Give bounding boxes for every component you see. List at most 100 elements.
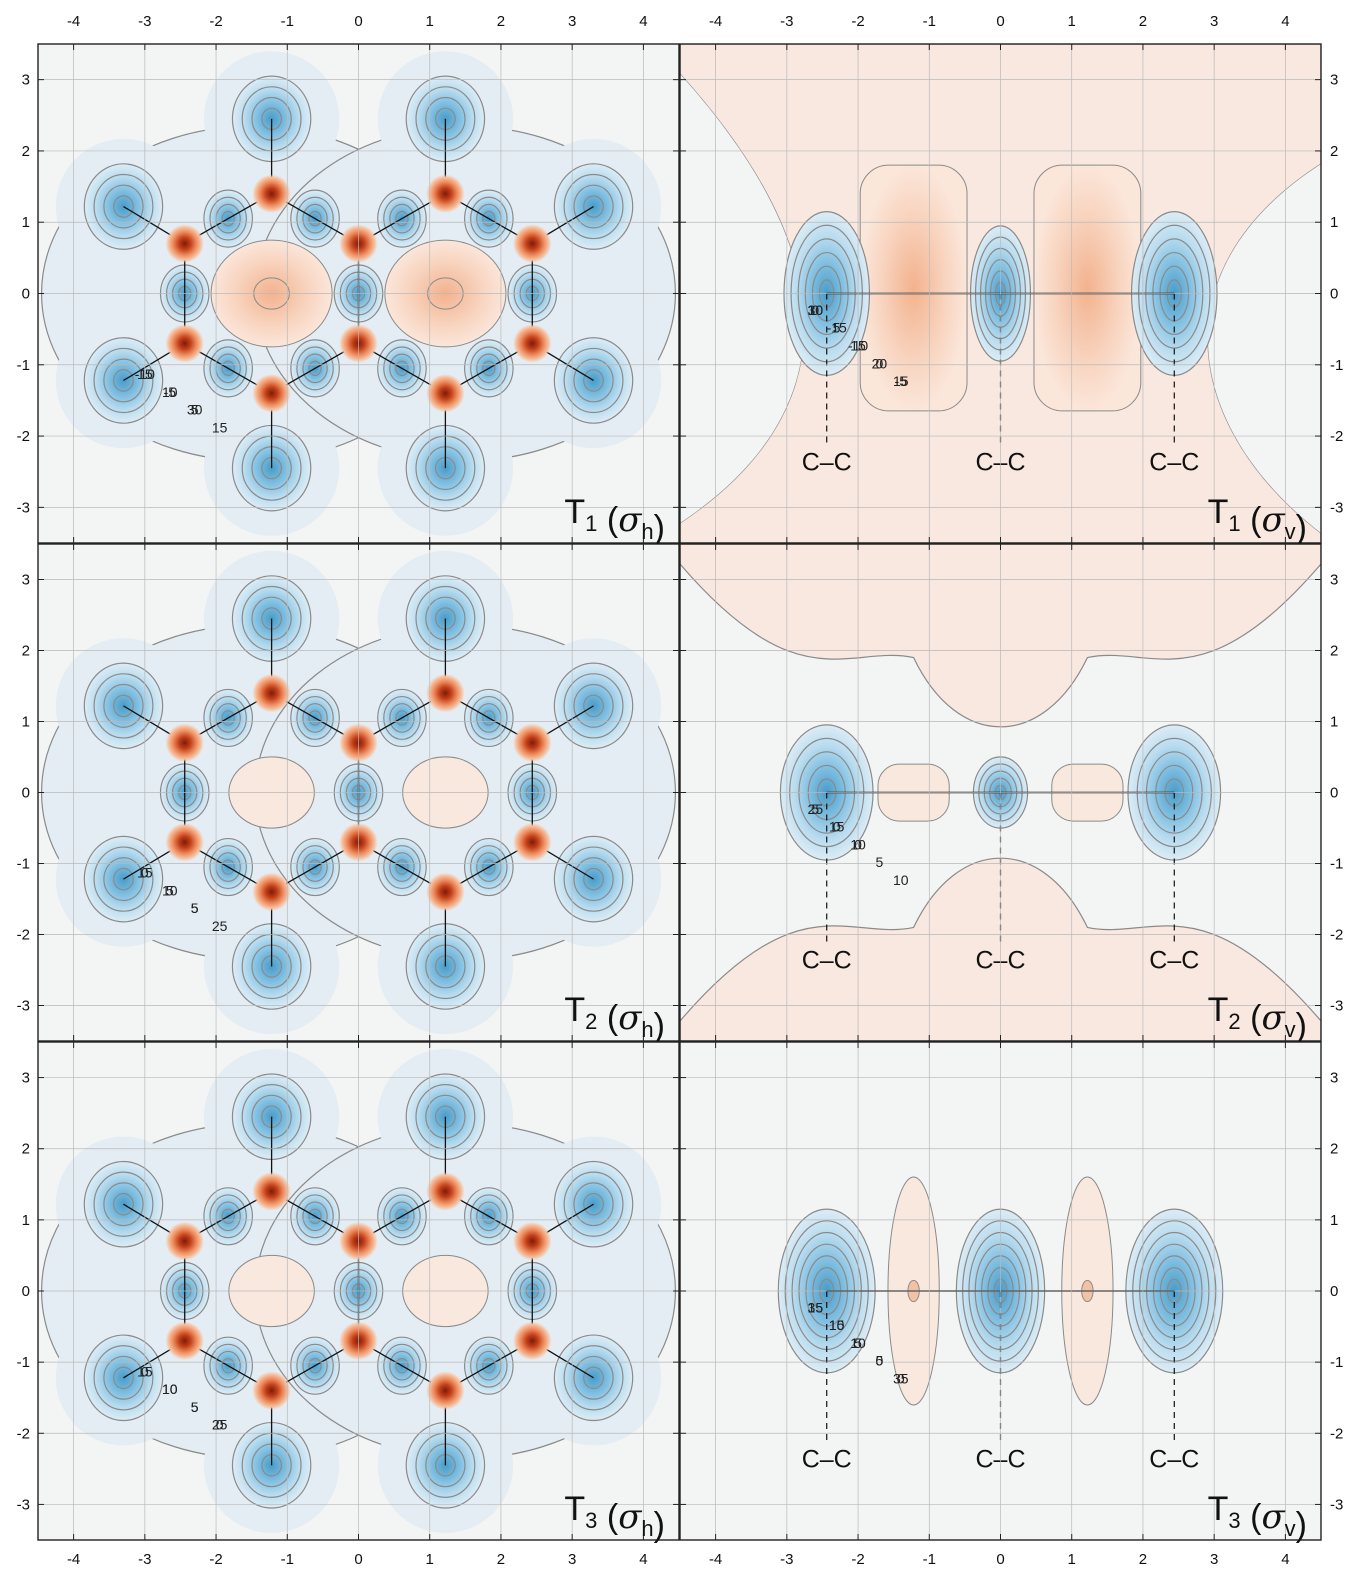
contour-line bbox=[113, 694, 134, 718]
bond-label: C–C bbox=[802, 947, 852, 975]
nucleus-core bbox=[426, 1172, 465, 1211]
contour-line bbox=[553, 662, 634, 750]
contour-line bbox=[290, 189, 340, 248]
contour-line bbox=[302, 1350, 328, 1381]
contour-label: 10 bbox=[162, 1381, 178, 1397]
nucleus-core bbox=[426, 1371, 465, 1410]
contour-line bbox=[583, 369, 604, 392]
panel-title-part: T bbox=[564, 1490, 585, 1528]
contour-label: 15 bbox=[137, 865, 153, 881]
contour-label: 10 bbox=[162, 1381, 178, 1397]
panel-title-part: h bbox=[641, 1017, 653, 1042]
panel-title-part: T bbox=[1208, 1490, 1229, 1528]
y-tick-label: 1 bbox=[22, 1212, 30, 1229]
x-tick-label: 2 bbox=[1139, 1551, 1147, 1568]
y-tick-label: 2 bbox=[1330, 143, 1338, 160]
x-tick-label: 0 bbox=[996, 1551, 1004, 1568]
y-tick-label: 3 bbox=[22, 72, 30, 89]
contour-line bbox=[464, 189, 514, 248]
panel-title-part: ) bbox=[654, 509, 665, 547]
contour-label: 35 bbox=[808, 1299, 824, 1315]
contour-line bbox=[290, 339, 340, 398]
contour-line bbox=[296, 695, 334, 740]
contour-line bbox=[389, 852, 415, 882]
nucleus-core bbox=[426, 174, 465, 213]
y-tick-label: -2 bbox=[17, 428, 30, 445]
y-tick-label: 2 bbox=[1330, 1141, 1338, 1158]
contour-label: -15 bbox=[827, 320, 847, 336]
x-tick-label: 0 bbox=[354, 1551, 362, 1568]
x-tick-label: 2 bbox=[497, 13, 505, 30]
contour-label: 0 bbox=[141, 865, 149, 881]
x-tick-label: -2 bbox=[209, 13, 222, 30]
contour-label: 5 bbox=[833, 320, 841, 336]
nucleus-core bbox=[165, 1321, 204, 1361]
panel-title-part: ( bbox=[1241, 999, 1262, 1037]
y-tick-label: -1 bbox=[1330, 856, 1343, 873]
contour-line bbox=[553, 1160, 634, 1248]
contour-label: 5 bbox=[191, 900, 199, 916]
contour-line bbox=[103, 358, 144, 403]
y-tick-label: -3 bbox=[1330, 998, 1343, 1015]
contour-line bbox=[470, 196, 508, 241]
y-tick-label: -3 bbox=[17, 1496, 30, 1513]
x-tick-label: 1 bbox=[426, 13, 434, 30]
contour-line bbox=[395, 1208, 409, 1225]
y-tick-label: -1 bbox=[17, 357, 30, 374]
contour-line bbox=[209, 346, 247, 391]
contour-line bbox=[221, 859, 235, 875]
contour-line bbox=[470, 1194, 508, 1239]
contour-label: 5 bbox=[811, 801, 819, 817]
x-tick-label: -4 bbox=[67, 13, 80, 30]
nucleus-core bbox=[252, 1371, 291, 1410]
grid bbox=[38, 44, 679, 543]
contour-label: 10 bbox=[829, 1317, 845, 1333]
panel-title-part: ) bbox=[1296, 1506, 1307, 1544]
contour-line bbox=[203, 1336, 253, 1395]
y-tick-label: 0 bbox=[1330, 1283, 1338, 1300]
contour-line bbox=[83, 337, 164, 424]
panel-title-part: v bbox=[1285, 1017, 1296, 1042]
contour-line bbox=[209, 196, 247, 241]
contour-line bbox=[389, 1201, 415, 1232]
grid bbox=[680, 544, 1321, 1041]
nucleus-core bbox=[513, 822, 552, 862]
contour-line bbox=[296, 196, 334, 241]
panel-title-part: ( bbox=[1241, 501, 1262, 539]
y-tick-label: 1 bbox=[22, 214, 30, 231]
x-tick-label: -3 bbox=[138, 13, 151, 30]
contour-label: 20 bbox=[872, 355, 888, 371]
contour-line bbox=[563, 846, 624, 912]
contour-label: 15 bbox=[808, 1299, 824, 1315]
bond-label: C–C bbox=[1149, 947, 1199, 975]
contour-line bbox=[113, 1192, 134, 1216]
y-tick-label: 2 bbox=[22, 143, 30, 160]
nucleus-core bbox=[513, 324, 552, 363]
contour-line bbox=[203, 339, 253, 398]
grid bbox=[38, 544, 679, 1041]
x-tick-label: -3 bbox=[138, 1551, 151, 1568]
bond-label: C–C bbox=[802, 1445, 852, 1473]
contour-line bbox=[209, 845, 247, 890]
contour-line bbox=[302, 1201, 328, 1232]
panel-title-part: ( bbox=[597, 1498, 618, 1536]
contour-label: 10 bbox=[808, 302, 824, 318]
contour-line bbox=[209, 1194, 247, 1239]
nucleus-core bbox=[252, 1172, 291, 1211]
panel-title: T2 (σv) bbox=[1208, 991, 1307, 1045]
ticks bbox=[38, 1042, 679, 1540]
nucleus-core bbox=[165, 822, 204, 862]
contour-label: 5 bbox=[876, 1353, 884, 1369]
y-tick-label: 1 bbox=[22, 714, 30, 731]
panel-title-part: T bbox=[1208, 991, 1229, 1029]
nucleus-core bbox=[165, 224, 204, 263]
background-wedge bbox=[680, 74, 805, 523]
y-tick-label: 3 bbox=[1330, 1070, 1338, 1087]
y-tick-label: -3 bbox=[1330, 1496, 1343, 1513]
contour-label: -5 bbox=[895, 373, 908, 389]
contour-line bbox=[83, 1334, 164, 1422]
contour-label: 0 bbox=[897, 1370, 905, 1386]
